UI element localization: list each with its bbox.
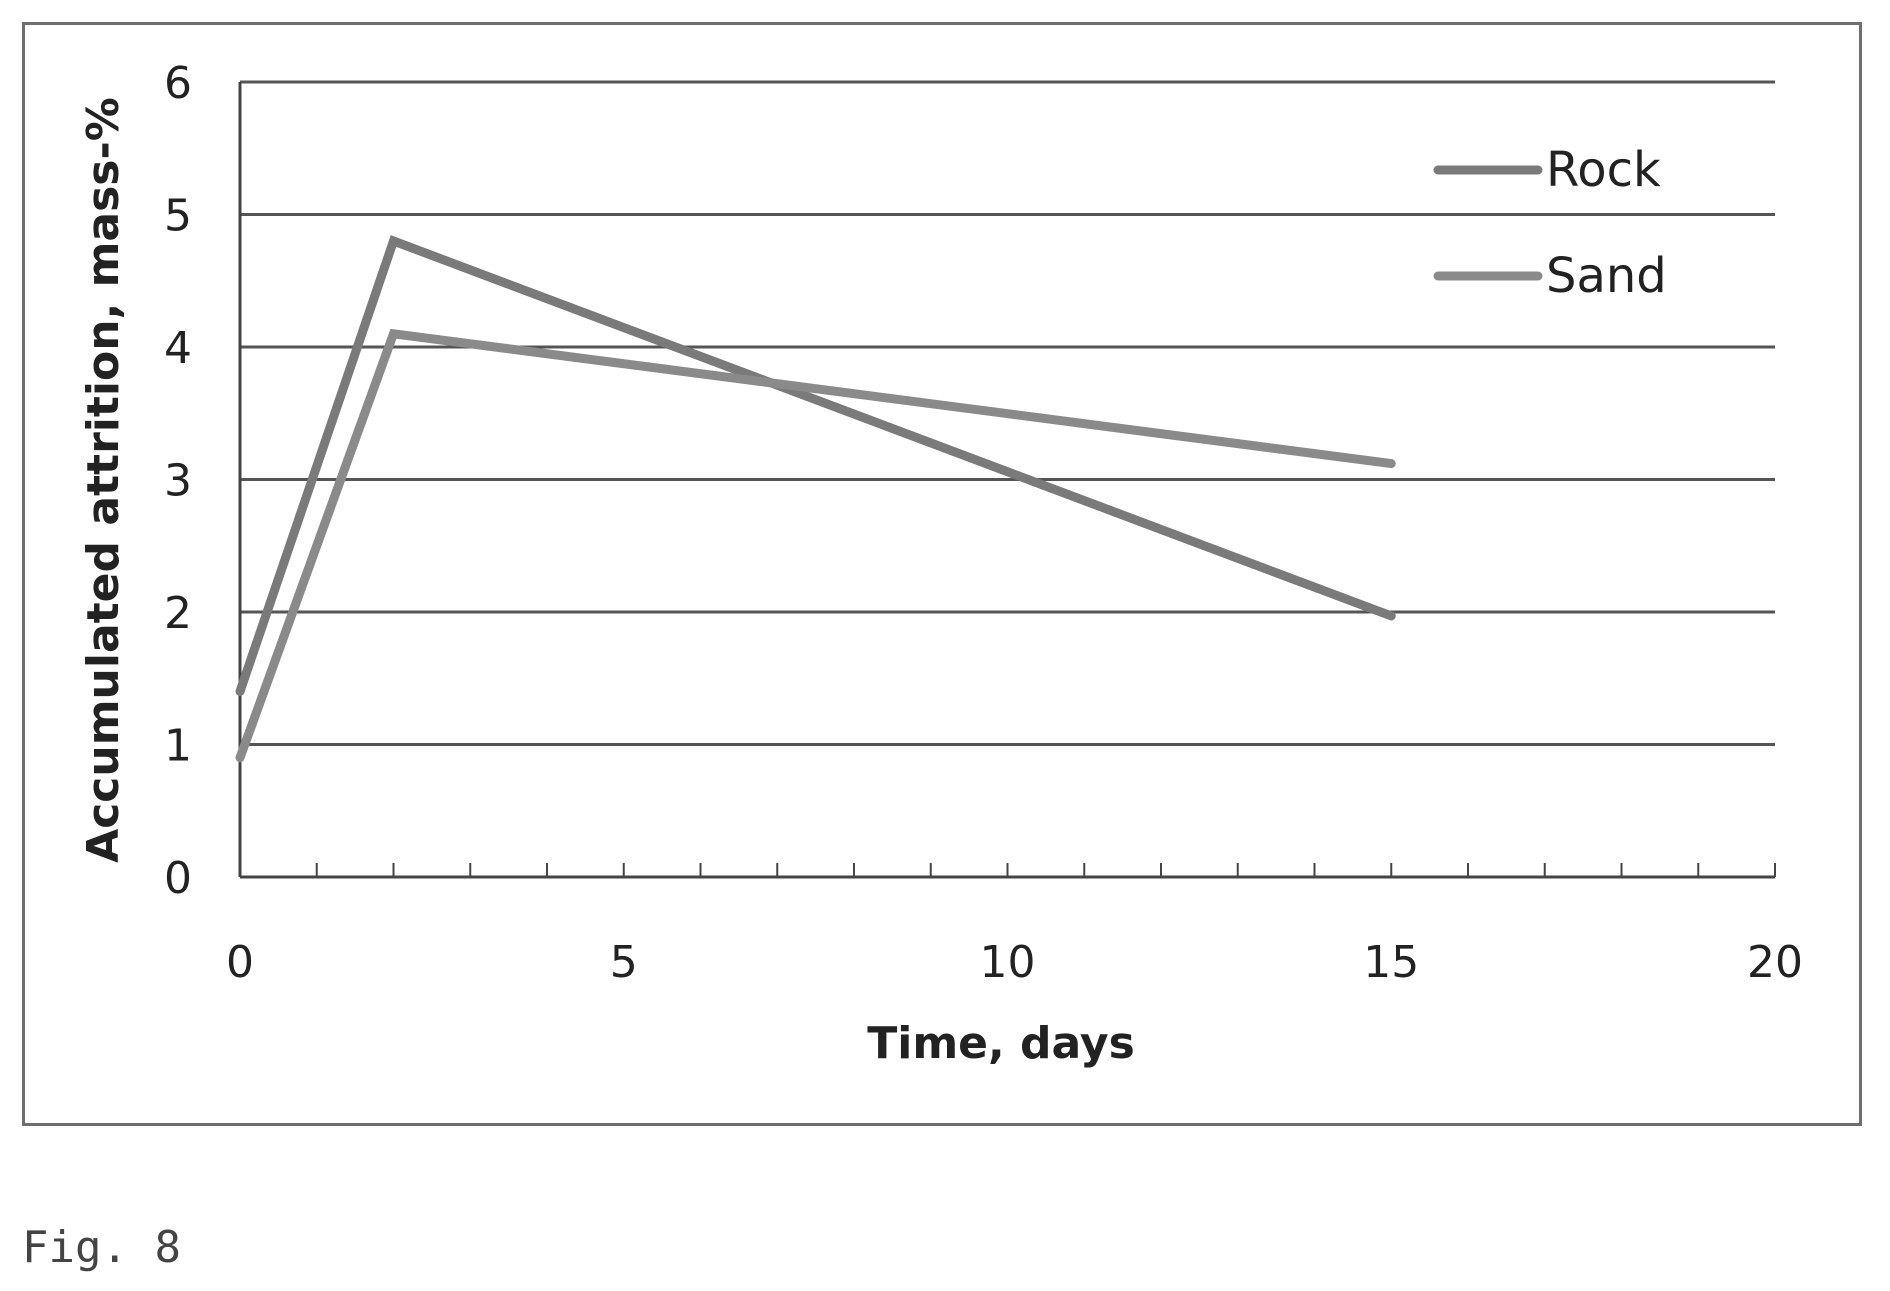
axes: 0 1 2 3 4 5 6 0 5 10 15 20: [164, 58, 1803, 988]
x-tick-label-20: 20: [1747, 937, 1803, 988]
y-tick-label-5: 5: [164, 191, 192, 242]
y-tick-label-6: 6: [164, 58, 192, 109]
y-tick-label-0: 0: [164, 853, 192, 904]
y-axis-title: Accumulated attrition, mass-%: [78, 97, 129, 863]
x-tick-label-15: 15: [1363, 937, 1419, 988]
grid-lines: [240, 80, 1775, 746]
y-tick-label-3: 3: [164, 456, 192, 507]
legend-label-rock: Rock: [1546, 142, 1661, 198]
y-tick-label-4: 4: [164, 323, 192, 374]
y-tick-label-2: 2: [164, 588, 192, 639]
series-line-sand: [235, 328, 1396, 763]
legend-bg-sand: [1426, 256, 1826, 308]
x-axis-title: Time, days: [867, 1018, 1135, 1069]
legend: Rock Sand: [1426, 142, 1826, 308]
chart-frame: [22, 22, 1862, 1126]
y-tick-label-1: 1: [164, 721, 192, 772]
series-line-rock: [235, 235, 1396, 696]
legend-label-sand: Sand: [1546, 248, 1667, 304]
x-tick-label-10: 10: [980, 937, 1036, 988]
figure-caption: Fig. 8: [22, 1222, 181, 1273]
series-lines: [235, 235, 1396, 763]
legend-bg-rock: [1426, 150, 1826, 202]
x-tick-label-0: 0: [226, 937, 254, 988]
x-tick-label-5: 5: [610, 937, 638, 988]
